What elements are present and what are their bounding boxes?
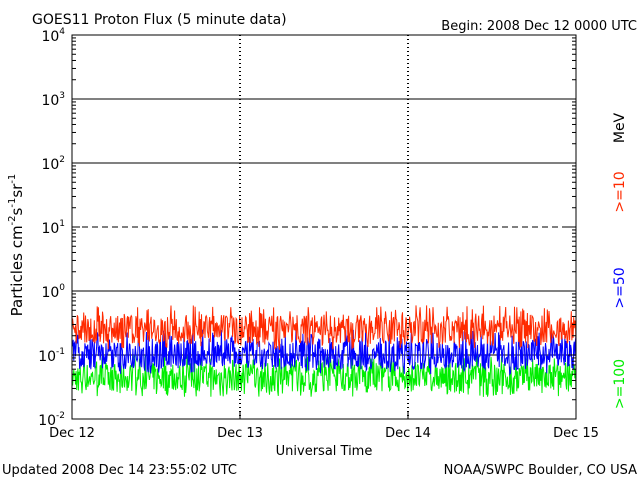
data-series — [71, 305, 577, 397]
series-line-10 — [71, 305, 577, 350]
x-tick-label: Dec 15 — [553, 426, 599, 441]
chart-title: GOES11 Proton Flux (5 minute data) — [32, 12, 287, 28]
y-tick-label: 100 — [41, 283, 65, 301]
legend-series-100: >=100 — [612, 359, 628, 409]
x-tick-label: Dec 13 — [217, 426, 263, 441]
updated-timestamp: Updated 2008 Dec 14 23:55:02 UTC — [2, 463, 237, 478]
y-axis-label: Particles cm-2s-1sr-1 — [7, 174, 26, 317]
y-tick-label: 10-2 — [38, 411, 65, 429]
y-axis-label-sup: -1 — [7, 174, 18, 184]
y-axis-label-sup: -1 — [7, 198, 18, 208]
x-tick-label: Dec 12 — [49, 426, 95, 441]
y-axis-label-sup: -2 — [7, 215, 18, 225]
credit: NOAA/SWPC Boulder, CO USA — [444, 463, 637, 478]
y-axis-label-text: Particles cm — [8, 225, 26, 316]
y-tick-label: 103 — [41, 91, 65, 109]
begin-time: Begin: 2008 Dec 12 0000 UTC — [441, 19, 637, 34]
y-axis-label-text: s — [8, 207, 26, 215]
series-line-50 — [71, 329, 577, 376]
y-tick-label: 10-1 — [38, 347, 65, 365]
y-axis-ticks: 10-2 10-1 100 101 102 103 104 — [38, 27, 576, 429]
legend-unit: MeV — [612, 112, 628, 143]
plot-frame — [71, 34, 577, 420]
y-tick-label: 102 — [41, 155, 65, 173]
y-tick-label: 101 — [41, 219, 65, 237]
y-tick-label: 104 — [41, 27, 65, 45]
y-axis-label-text: sr — [8, 183, 26, 198]
series-line-100 — [71, 354, 577, 397]
x-axis-ticks: Dec 12 Dec 13 Dec 14 Dec 15 — [49, 35, 599, 441]
x-axis-label: Universal Time — [276, 444, 373, 459]
legend-series-10: >=10 — [612, 171, 628, 212]
x-tick-label: Dec 14 — [385, 426, 431, 441]
legend-series-50: >=50 — [612, 267, 628, 308]
